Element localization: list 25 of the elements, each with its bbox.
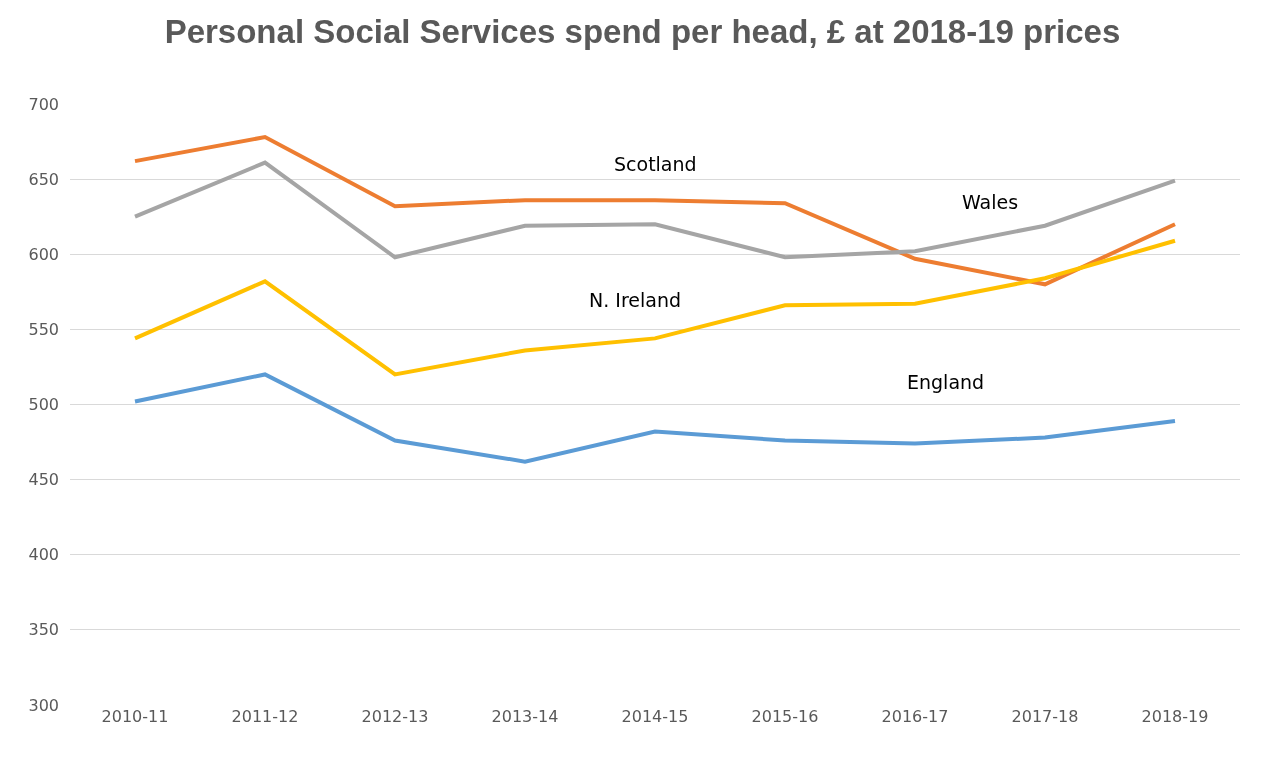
y-tick-label: 400 (28, 545, 59, 565)
x-tick-label: 2014-15 (621, 707, 689, 726)
y-tick-label: 700 (28, 94, 59, 114)
y-tick-label: 550 (28, 319, 59, 339)
x-tick-label: 2016-17 (881, 707, 949, 726)
y-tick-label: 500 (28, 395, 59, 415)
series-label: N. Ireland (589, 289, 682, 311)
series-label: Wales (962, 191, 1019, 213)
x-tick-label: 2013-14 (491, 707, 559, 726)
x-tick-label: 2015-16 (751, 707, 819, 726)
text: England (907, 371, 985, 393)
y-tick-label: 650 (28, 169, 59, 189)
series-label: Scotland (614, 153, 697, 175)
line-series (133, 135, 1177, 287)
x-tick-label: 2010-11 (101, 707, 169, 726)
x-tick-label: 2011-12 (231, 707, 299, 726)
x-tick-label: 2017-18 (1011, 707, 1079, 726)
chart-title: Personal Social Services spend per head, £ at 2018-19 prices (164, 12, 1121, 50)
x-tick-label: 2012-13 (361, 707, 429, 726)
y-tick-label: 300 (28, 695, 59, 715)
y-tick-label: 350 (28, 620, 59, 640)
y-tick-label: 450 (28, 470, 59, 490)
x-tick-label: 2018-19 (1141, 707, 1209, 726)
y-tick-label: 600 (28, 244, 59, 264)
line-series (133, 372, 1177, 464)
